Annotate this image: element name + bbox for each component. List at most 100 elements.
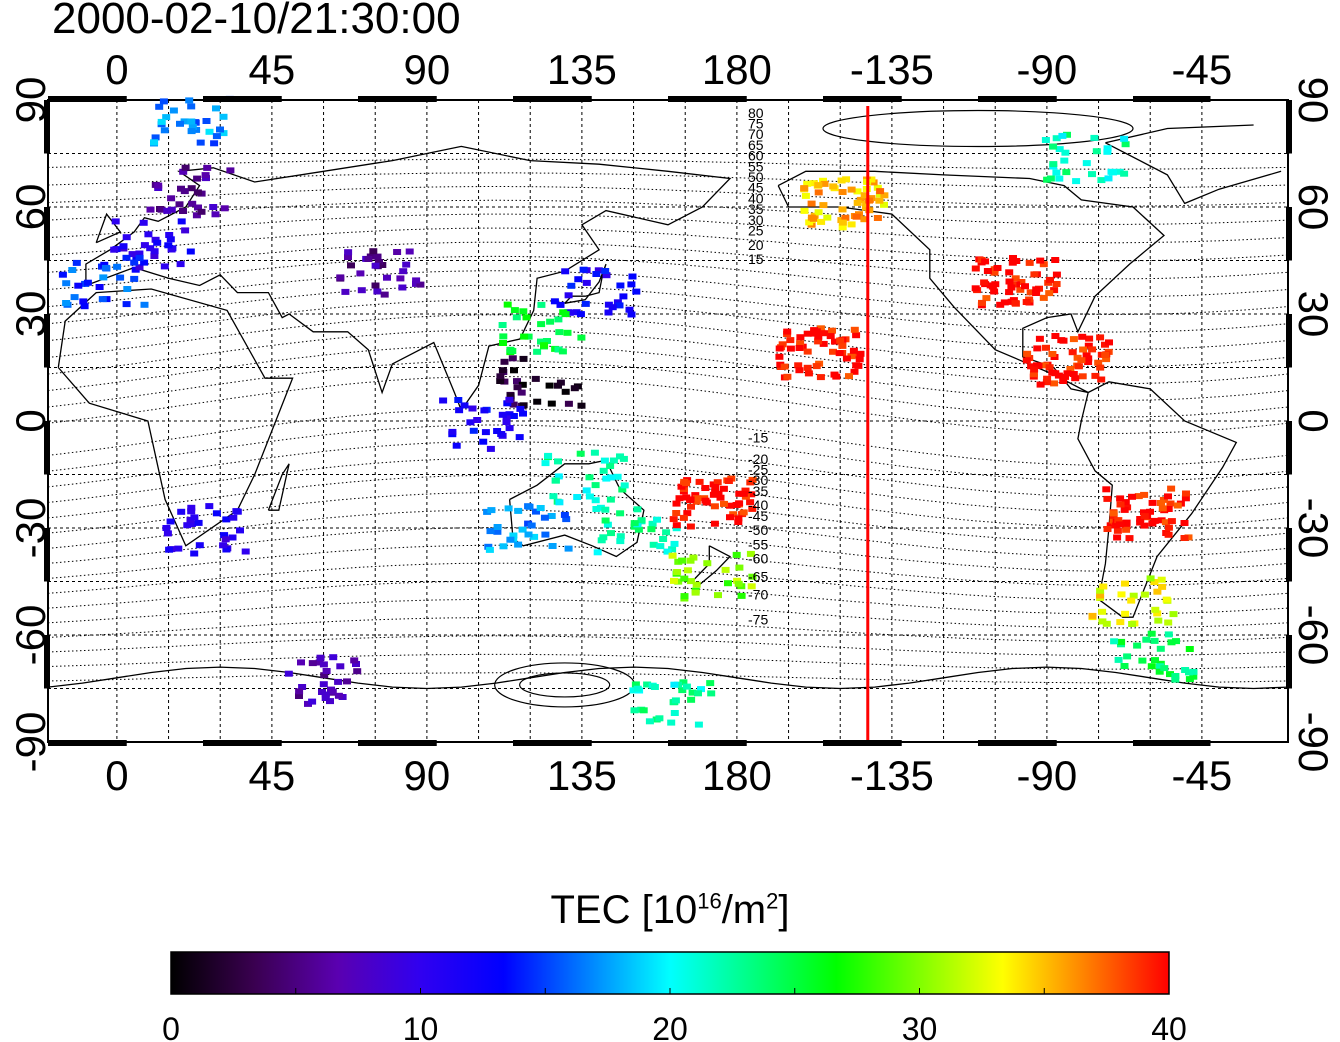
tec-cell [577,311,585,317]
tec-cell [1190,669,1198,675]
tec-cell [147,207,155,213]
tec-cell [372,283,380,289]
tec-cell [84,280,92,286]
tec-cell [820,330,828,336]
tec-cell [59,272,67,278]
tec-cell [571,385,579,391]
tec-cell [565,401,573,407]
bottom-lon-label: -90 [1017,752,1078,799]
tec-cell [479,439,487,445]
bottom-lon-label: 45 [249,752,296,799]
tec-cell [537,302,545,308]
tec-cell [1121,611,1129,617]
tec-cell [514,384,522,390]
tec-cell [154,183,162,189]
tec-cell [499,340,507,346]
tec-cell [1009,255,1017,261]
tec-cell [1089,613,1097,619]
tec-cell [828,328,836,334]
tec-cell [720,501,728,507]
tec-cell [1093,148,1101,154]
tec-cell [448,429,456,435]
tec-cell [1186,676,1194,682]
frame-tick-top [1133,96,1211,102]
tec-cell [620,456,628,462]
tec-cell [695,722,703,728]
bottom-lon-label: 90 [404,752,451,799]
tec-cell [221,205,229,211]
tec-cell [656,543,664,549]
top-lon-label: 135 [547,46,617,93]
tec-cell [680,515,688,521]
tec-cell [1141,592,1149,598]
frame-tick-top [48,96,127,102]
tec-cell [1117,502,1125,508]
tec-cell [73,260,81,266]
tec-cell [285,671,293,677]
tec-cell [633,506,641,512]
tec-cell [1026,260,1034,266]
tec-cell [707,690,715,696]
tec-cell [402,262,410,268]
tec-cell [112,218,120,224]
tec-cell [1061,374,1069,380]
tec-cell [786,337,794,343]
tec-cell [170,108,178,114]
frame-tick-bottom [358,740,437,746]
tec-cell [1006,279,1014,285]
tec-cell [1157,500,1165,506]
top-lon-label: 180 [702,46,772,93]
tec-cell [499,322,507,328]
tec-cell [234,509,242,515]
tec-cell [599,534,607,540]
tec-cell [1114,528,1122,534]
tec-cell [735,581,743,587]
tec-cell [1121,507,1129,513]
tec-cell [511,307,519,313]
tec-cell [627,281,635,287]
tec-cell [711,503,719,509]
tec-cell [1128,621,1136,627]
tec-cell [1062,169,1070,175]
tec-cell [1121,581,1129,587]
tec-cell [506,537,514,543]
tec-cell [222,536,230,542]
tec-cell [164,242,172,248]
tec-cell [714,592,722,598]
left-lat-label: 30 [7,291,54,338]
tec-cell [836,338,844,344]
tec-cell [1181,520,1189,526]
tec-cell [980,279,988,285]
tec-cell [829,183,837,189]
tec-cell [856,356,864,362]
tec-cell [344,249,352,255]
tec-cell [541,515,549,521]
tec-cell [335,693,343,699]
tec-cell [1148,663,1156,669]
tec-cell [565,292,573,298]
frame-tick-top [978,96,1057,102]
tec-cell [586,474,594,480]
tec-cell [801,208,809,214]
tec-cell [671,541,679,547]
tec-cell [182,165,190,171]
tec-cell [1118,591,1126,597]
tec-cell [577,451,585,457]
tec-cell [540,342,548,348]
tec-cell [130,276,138,282]
tec-cell [1151,638,1159,644]
bottom-lon-label: 0 [105,752,128,799]
top-lon-label: -135 [850,46,934,93]
tec-cell [1182,491,1190,497]
tec-cell [473,417,481,423]
tec-cell [329,654,337,660]
left-lat-label: 0 [7,409,54,432]
tec-map: 8075706560555045403530252015-15-20-25-30… [0,0,1340,1042]
tec-cell [694,690,702,696]
modip-label: -70 [748,586,768,602]
tec-cell [1170,611,1178,617]
tec-cell [179,208,187,214]
tec-cell [1122,141,1130,147]
tec-cell [1021,283,1029,289]
tec-cell [187,119,195,125]
